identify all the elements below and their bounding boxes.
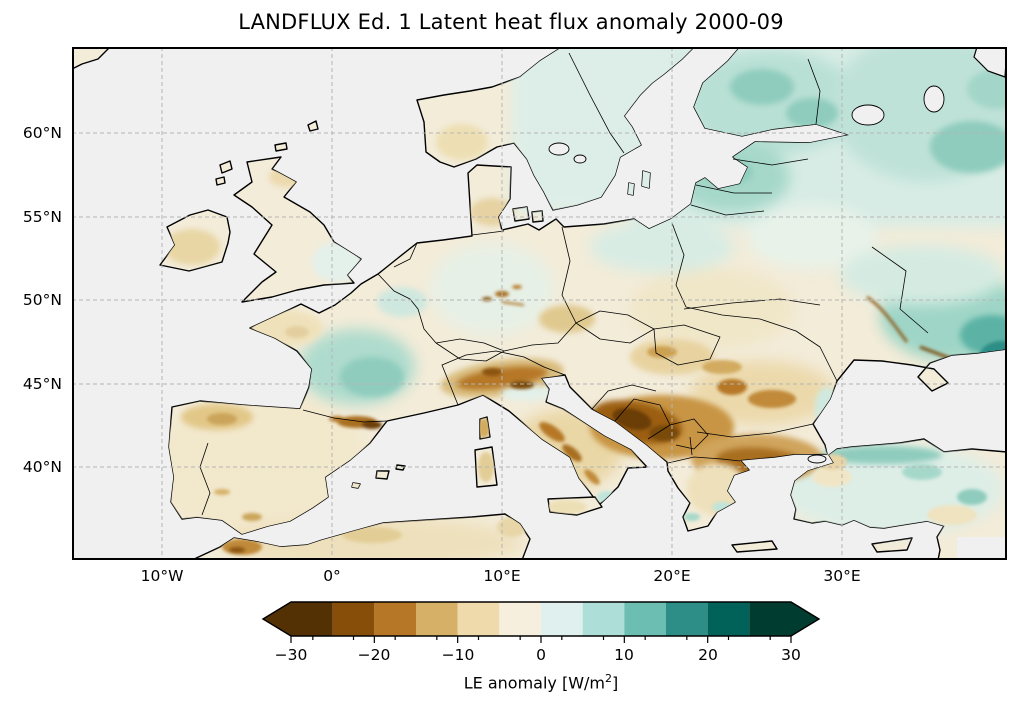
cbtick-10: 10 (614, 646, 634, 664)
map-axes (71, 46, 1008, 561)
europe-map (71, 46, 1008, 561)
ytick-60N: 60°N (22, 124, 62, 142)
cbtick-0: 0 (536, 646, 546, 664)
cbtick-20: 20 (698, 646, 718, 664)
cbtick-neg10: −10 (441, 646, 475, 664)
colorbar-ticks (290, 636, 792, 643)
ytick-45N: 45°N (22, 375, 62, 393)
xtick-30E: 30°E (823, 567, 861, 585)
figure-title: LANDFLUX Ed. 1 Latent heat flux anomaly … (238, 10, 784, 34)
xtick-0: 0° (323, 567, 341, 585)
sea-of-marmara (807, 454, 827, 464)
country-borders (199, 52, 929, 516)
axes-frame (72, 47, 1007, 560)
colorbar-segments (263, 602, 819, 636)
cbtick-neg20: −20 (357, 646, 391, 664)
ytick-55N: 55°N (22, 208, 62, 226)
colorbar-label: LE anomaly [W/m2] (463, 672, 619, 693)
xtick-10W: 10°W (140, 567, 184, 585)
lakes (548, 46, 1008, 464)
colorbar-over-arrow (791, 602, 819, 636)
ytick-50N: 50°N (22, 291, 62, 309)
colorbar (250, 597, 832, 645)
cbtick-30: 30 (781, 646, 801, 664)
colorbar-svg (261, 601, 821, 643)
colorbar-under-arrow (263, 602, 291, 636)
cbtick-neg30: −30 (274, 646, 308, 664)
xtick-20E: 20°E (653, 567, 691, 585)
gridlines (72, 47, 1007, 560)
ytick-40N: 40°N (22, 458, 62, 476)
masked-corner (957, 537, 1007, 560)
xtick-10E: 10°E (483, 567, 521, 585)
